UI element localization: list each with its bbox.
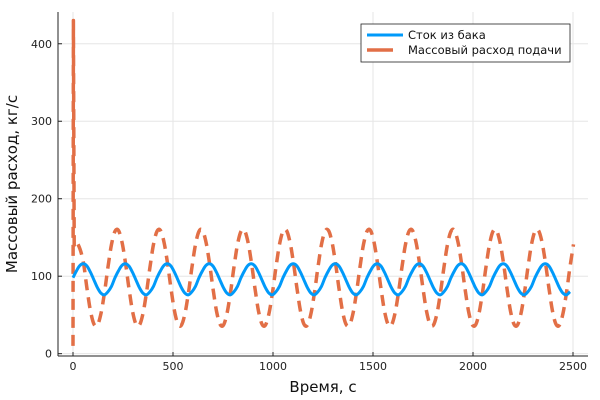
legend-label-feed: Массовый расход подачи: [408, 43, 562, 57]
x-tick-label: 0: [70, 360, 77, 373]
y-tick-label: 0: [45, 348, 52, 361]
y-tick-label: 400: [31, 38, 52, 51]
legend: Сток из бака Массовый расход подачи: [360, 23, 571, 63]
legend-box: [360, 23, 571, 63]
series-line-stock: [71, 262, 572, 297]
x-axis-label: Время, с: [289, 378, 356, 396]
y-tick-label: 300: [31, 115, 52, 128]
grid: [58, 12, 588, 356]
y-axis-label: Массовый расход, кг/с: [3, 95, 21, 273]
x-tick-label: 2500: [559, 360, 587, 373]
ticks: 0 500 1000 1500 2000 2500 0 100 200 300 400: [31, 38, 587, 373]
y-tick-label: 100: [31, 270, 52, 283]
series-layer: [71, 18, 576, 346]
y-tick-label: 200: [31, 193, 52, 206]
legend-label-stock: Сток из бака: [408, 28, 486, 42]
series-line-feed: [71, 18, 576, 346]
x-tick-label: 500: [163, 360, 184, 373]
x-tick-label: 2000: [459, 360, 487, 373]
x-tick-label: 1500: [359, 360, 387, 373]
x-tick-label: 1000: [259, 360, 287, 373]
